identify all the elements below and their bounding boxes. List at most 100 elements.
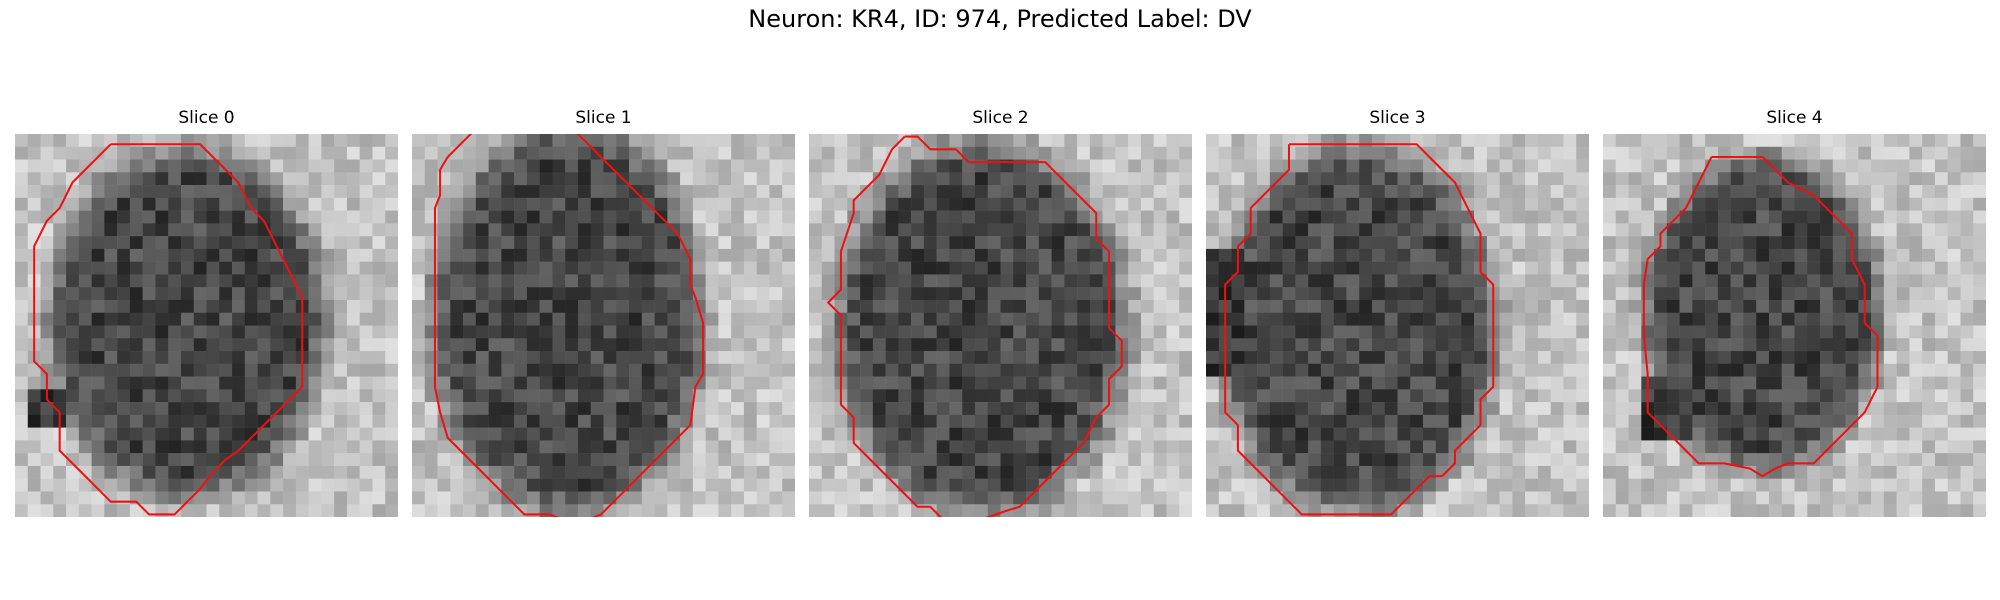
pixel xyxy=(1781,299,1795,313)
pixel xyxy=(1909,363,1923,377)
pixel xyxy=(372,134,386,148)
pixel xyxy=(1654,261,1668,275)
pixel xyxy=(346,504,360,517)
pixel xyxy=(1628,465,1642,479)
pixel xyxy=(667,491,681,505)
pixel xyxy=(1231,134,1245,148)
pixel xyxy=(743,351,757,365)
pixel xyxy=(1973,363,1986,377)
pixel xyxy=(1359,351,1373,365)
pixel xyxy=(1282,453,1296,467)
pixel xyxy=(155,351,169,365)
pixel xyxy=(1896,440,1910,454)
pixel xyxy=(91,363,105,377)
pixel xyxy=(1179,440,1192,454)
pixel xyxy=(1179,223,1192,237)
pixel xyxy=(514,299,528,313)
pixel xyxy=(1743,312,1757,326)
pixel xyxy=(475,440,489,454)
pixel xyxy=(359,414,373,428)
pixel xyxy=(1257,223,1271,237)
pixel xyxy=(1820,248,1834,262)
pixel xyxy=(232,338,246,352)
pixel xyxy=(1576,248,1589,262)
pixel xyxy=(1077,134,1091,148)
pixel xyxy=(1295,159,1309,173)
pixel xyxy=(1768,338,1782,352)
contour-line-4 xyxy=(1642,155,1879,478)
pixel xyxy=(1679,338,1693,352)
pixel xyxy=(911,402,925,416)
pixel xyxy=(1934,287,1948,301)
pixel xyxy=(616,427,630,441)
pixel xyxy=(180,414,194,428)
pixel xyxy=(539,453,553,467)
pixel xyxy=(346,299,360,313)
pixel xyxy=(1423,402,1437,416)
pixel xyxy=(1781,287,1795,301)
pixel xyxy=(168,478,182,492)
pixel xyxy=(769,146,783,160)
pixel xyxy=(1346,146,1360,160)
pixel xyxy=(463,491,477,505)
pixel xyxy=(1794,134,1808,148)
pixel xyxy=(1934,312,1948,326)
pixel xyxy=(898,504,912,517)
pixel xyxy=(1051,261,1065,275)
pixel xyxy=(1743,427,1757,441)
pixel xyxy=(385,197,398,211)
pixel xyxy=(782,504,795,517)
pixel xyxy=(1781,414,1795,428)
pixel xyxy=(1973,159,1986,173)
pixel xyxy=(1359,248,1373,262)
pixel xyxy=(308,363,322,377)
pixel xyxy=(270,172,284,186)
pixel xyxy=(168,185,182,199)
pixel xyxy=(834,440,848,454)
pixel xyxy=(91,274,105,288)
pixel xyxy=(731,287,745,301)
pixel xyxy=(450,351,464,365)
pixel xyxy=(1537,351,1551,365)
pixel xyxy=(603,376,617,390)
pixel xyxy=(1115,389,1129,403)
pixel xyxy=(885,210,899,224)
pixel xyxy=(1743,325,1757,339)
pixel xyxy=(1794,376,1808,390)
pixel xyxy=(654,363,668,377)
pixel xyxy=(847,236,861,250)
pixel xyxy=(911,351,925,365)
pixel xyxy=(654,389,668,403)
pixel xyxy=(514,491,528,505)
pixel xyxy=(91,223,105,237)
pixel xyxy=(936,478,950,492)
pixel xyxy=(654,236,668,250)
pixel xyxy=(974,299,988,313)
pixel xyxy=(385,402,398,416)
pixel xyxy=(1153,261,1167,275)
pixel xyxy=(667,402,681,416)
pixel xyxy=(1166,146,1180,160)
pixel xyxy=(1128,389,1142,403)
pixel xyxy=(1206,299,1220,313)
pixel xyxy=(654,427,668,441)
pixel xyxy=(552,248,566,262)
pixel xyxy=(1410,478,1424,492)
pixel xyxy=(898,312,912,326)
pixel xyxy=(321,478,335,492)
pixel xyxy=(1359,159,1373,173)
pixel xyxy=(1359,299,1373,313)
pixel xyxy=(1077,453,1091,467)
pixel xyxy=(1603,414,1617,428)
pixel xyxy=(1026,325,1040,339)
pixel xyxy=(641,146,655,160)
pixel xyxy=(949,134,963,148)
pixel xyxy=(539,159,553,173)
pixel xyxy=(488,504,502,517)
pixel xyxy=(1794,236,1808,250)
pixel xyxy=(1537,261,1551,275)
pixel xyxy=(1743,299,1757,313)
pixel xyxy=(1717,414,1731,428)
pixel xyxy=(1333,172,1347,186)
pixel xyxy=(731,134,745,148)
